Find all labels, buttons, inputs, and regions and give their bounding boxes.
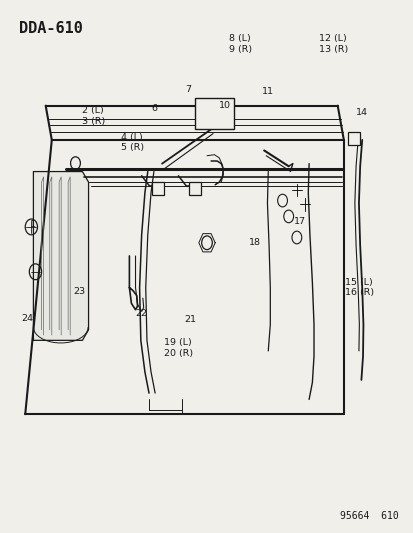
Text: 5 (R): 5 (R) (121, 143, 144, 152)
Text: 12 (L): 12 (L) (318, 34, 346, 43)
Text: 18: 18 (249, 238, 261, 247)
Text: 95664  610: 95664 610 (339, 511, 398, 521)
Polygon shape (33, 172, 88, 341)
Text: 10: 10 (219, 101, 231, 110)
Bar (188, 182, 200, 195)
Text: 20 (R): 20 (R) (164, 349, 193, 358)
Text: 8 (L): 8 (L) (229, 34, 251, 43)
Text: 19 (L): 19 (L) (164, 338, 191, 348)
Text: 1: 1 (30, 220, 36, 229)
Text: 7: 7 (185, 85, 191, 94)
Text: 2 (L): 2 (L) (82, 107, 104, 116)
Text: 17: 17 (293, 217, 305, 226)
Text: 21: 21 (184, 315, 196, 324)
Text: 14: 14 (355, 108, 367, 117)
Text: 11: 11 (261, 87, 273, 96)
Bar (347, 132, 359, 145)
Text: 9 (R): 9 (R) (229, 45, 252, 54)
Bar (194, 98, 233, 130)
Text: 3 (R): 3 (R) (82, 117, 105, 126)
Text: 22: 22 (135, 310, 147, 319)
Bar (152, 182, 164, 195)
Text: 23: 23 (74, 287, 85, 296)
Text: 24: 24 (21, 314, 33, 322)
Text: 6: 6 (150, 104, 157, 113)
Text: 15 (L): 15 (L) (344, 278, 372, 287)
Text: DDA-610: DDA-610 (19, 21, 83, 36)
Text: 13 (R): 13 (R) (318, 45, 348, 54)
Text: 16 (R): 16 (R) (344, 288, 373, 297)
Text: 4 (L): 4 (L) (121, 133, 142, 142)
